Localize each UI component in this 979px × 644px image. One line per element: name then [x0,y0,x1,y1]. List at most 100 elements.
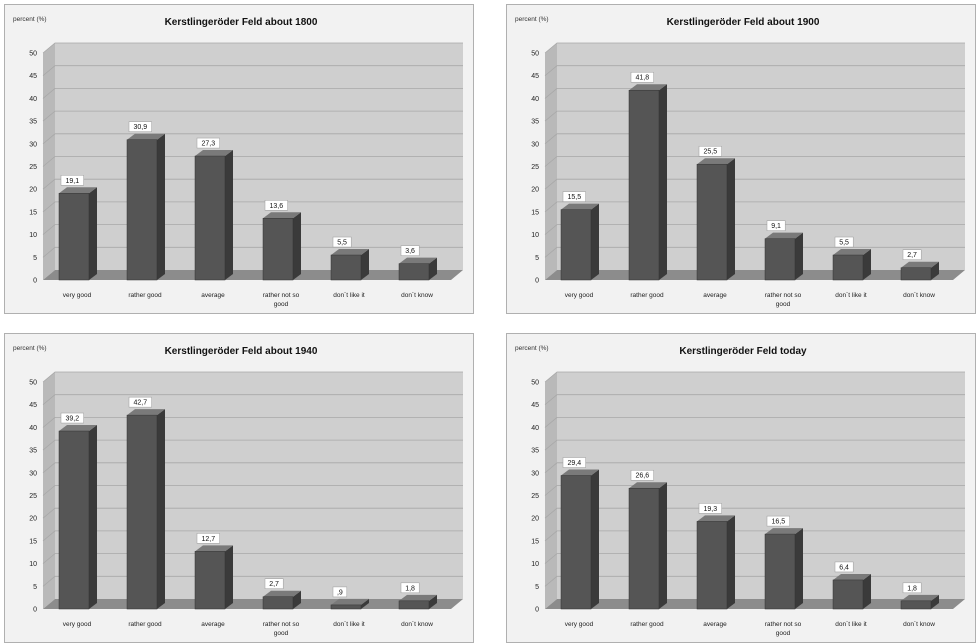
bar-top [399,594,437,601]
gridline [42,42,463,54]
x-category-label: don´t like it [835,292,867,299]
bar [58,425,97,610]
bar-front [764,238,796,281]
y-tick-label: 10 [531,561,539,568]
bar [696,515,735,610]
bar-top [901,594,939,601]
y-tick-label: 50 [531,51,539,58]
value-label-box [128,396,152,408]
value-label: 2,7 [269,581,279,588]
gridline [544,485,965,496]
value-label: 2,7 [907,252,917,259]
bar-front [628,89,660,281]
bar [560,469,599,610]
y-axis-label: percent (%) [515,345,549,352]
chart-svg: 0 5 10 15 20 25 30 35 40 45 50 percent (%) Kerstling… [515,345,965,637]
y-tick-label: 10 [29,561,37,568]
y-tick-label: 30 [29,141,37,148]
gridline [544,417,965,428]
x-category-label: average [201,621,225,628]
gridline [42,246,463,258]
bar [764,232,803,281]
gridline [42,178,463,190]
value-label-box [562,191,586,202]
gridline [42,224,463,235]
chart-panel-1940: 0 5 10 15 20 25 30 35 40 45 50 percent (%) Kerstling… [4,333,474,643]
value-label: 5,5 [839,240,849,247]
x-category-label: average [201,292,225,299]
value-label: 1,8 [405,585,415,592]
bar-front [330,604,362,610]
bar [262,590,301,610]
value-label: 16,5 [771,519,785,526]
bar-top [561,203,599,210]
value-label: ,9 [337,589,343,596]
x-category-label: very good [63,292,92,299]
gridline [42,575,463,587]
y-tick-label: 30 [531,141,539,148]
gridline [42,201,463,213]
bar-front [696,521,728,610]
bar-top [697,515,735,522]
bar-front [832,254,864,281]
gridline [42,553,463,564]
chart-title: Kerstlingeröder Feld about 1940 [165,346,318,357]
chart-panel-1900: 0 5 10 15 20 25 30 35 40 45 50 percent (%) Kerstling… [506,4,976,314]
x-category-label: average [703,621,727,628]
bar [262,212,301,281]
gridline [544,65,965,77]
gridline [544,394,965,406]
value-label-box [60,175,84,186]
value-label-box [562,457,586,468]
bar-top [833,249,871,256]
x-category-label: rather good [128,621,162,628]
y-tick-label: 25 [531,493,539,500]
value-label-box [128,121,152,132]
bar-side [863,249,871,280]
y-tick-label: 45 [531,402,539,409]
value-label: 42,7 [133,400,147,407]
bar-front [560,475,592,610]
chart-svg: 0 5 10 15 20 25 30 35 40 45 50 percent (%) Kerstling… [515,16,965,308]
y-tick-label: 40 [531,425,539,432]
bar [560,203,599,281]
gridline [544,371,965,383]
value-label-box [400,245,420,256]
bar-side [659,482,667,609]
gridline [42,507,463,519]
bar-side [89,425,97,609]
bar-front [398,263,430,281]
y-tick-label: 5 [535,255,539,262]
y-tick-label: 25 [531,164,539,171]
bar-front [262,596,294,610]
value-label: 26,6 [635,473,649,480]
x-category-label: rather good [128,292,162,299]
value-label: 3,6 [405,248,415,255]
bar-front [194,155,226,281]
bar [330,598,369,610]
bar [194,150,233,281]
bar-top [629,84,667,91]
x-category-label: don´t like it [835,621,867,628]
bar-top [833,573,871,580]
bar-side [429,594,437,609]
y-tick-label: 35 [531,119,539,126]
bar-front [900,600,932,610]
y-tick-label: 35 [531,448,539,455]
value-label: 29,4 [567,460,581,467]
chart-title: Kerstlingeröder Feld about 1900 [667,17,820,28]
bar-top [195,545,233,552]
bar-top [127,409,165,416]
gridline [42,133,463,145]
bar-side [225,545,233,609]
gridline [544,88,965,99]
bar-side [591,469,599,609]
value-label-box [834,561,854,573]
gridline [42,371,463,383]
bar-front [398,600,430,610]
gridline [42,88,463,99]
y-tick-label: 5 [535,584,539,591]
gridline [544,507,965,519]
y-tick-label: 30 [531,470,539,477]
bar-top [765,528,803,535]
